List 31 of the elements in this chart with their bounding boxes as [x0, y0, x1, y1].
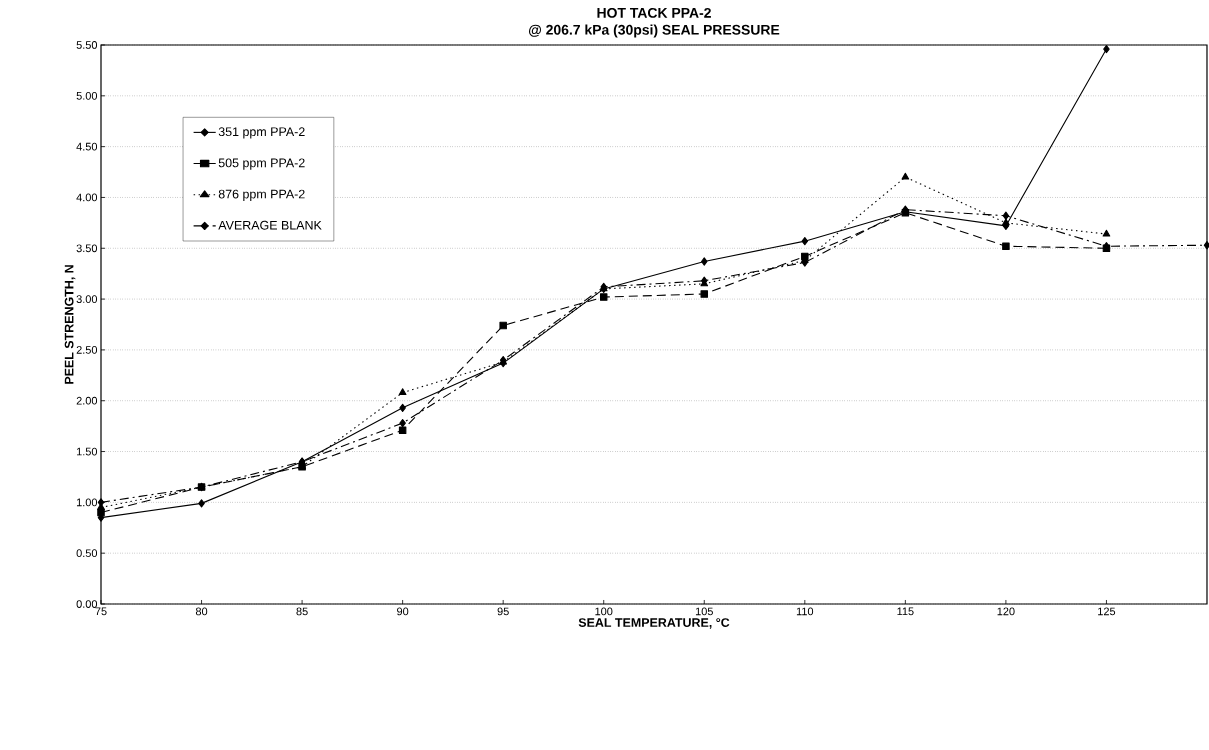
x-tick-label: 80	[195, 607, 208, 616]
y-tick-label: 0.00	[76, 600, 98, 608]
x-tick-label: 75	[95, 607, 107, 616]
y-tick-label: 3.00	[76, 295, 98, 303]
legend-label: 351 ppm PPA-2	[218, 127, 305, 139]
y-tick-label: 0.50	[76, 549, 98, 558]
y-tick-label: 1.00	[76, 498, 98, 507]
x-tick-label: 105	[695, 607, 713, 616]
x-tick-label: 110	[796, 607, 814, 616]
y-tick-label: 2.50	[76, 346, 98, 354]
x-tick-label: 120	[997, 607, 1015, 616]
x-axis-title: SEAL TEMPERATURE, °C	[578, 618, 730, 629]
y-tick-label: 1.50	[76, 447, 98, 456]
y-tick-label: 4.00	[76, 193, 98, 202]
legend-label: 876 ppm PPA-2	[218, 189, 305, 201]
x-tick-label: 90	[397, 607, 409, 616]
y-axis-title: PEEL STRENGTH, N	[64, 265, 76, 384]
chart-title: HOT TACK PPA-2	[597, 7, 711, 18]
legend-label: AVERAGE BLANK	[218, 220, 322, 230]
x-tick-label: 125	[1098, 607, 1116, 616]
y-tick-label: 5.00	[76, 91, 98, 100]
x-tick-label: 95	[497, 607, 509, 616]
x-tick-label: 85	[296, 607, 308, 616]
chart-subtitle: @ 206.7 kPa (30psi) SEAL PRESSURE	[529, 24, 780, 38]
y-tick-label: 2.00	[76, 396, 98, 405]
y-tick-label: 5.50	[76, 41, 98, 49]
y-tick-label: 4.50	[76, 142, 98, 151]
x-tick-label: 100	[595, 607, 613, 616]
legend-label: 505 ppm PPA-2	[218, 158, 305, 170]
y-tick-label: 3.50	[76, 244, 98, 253]
x-tick-label: 115	[897, 607, 914, 616]
